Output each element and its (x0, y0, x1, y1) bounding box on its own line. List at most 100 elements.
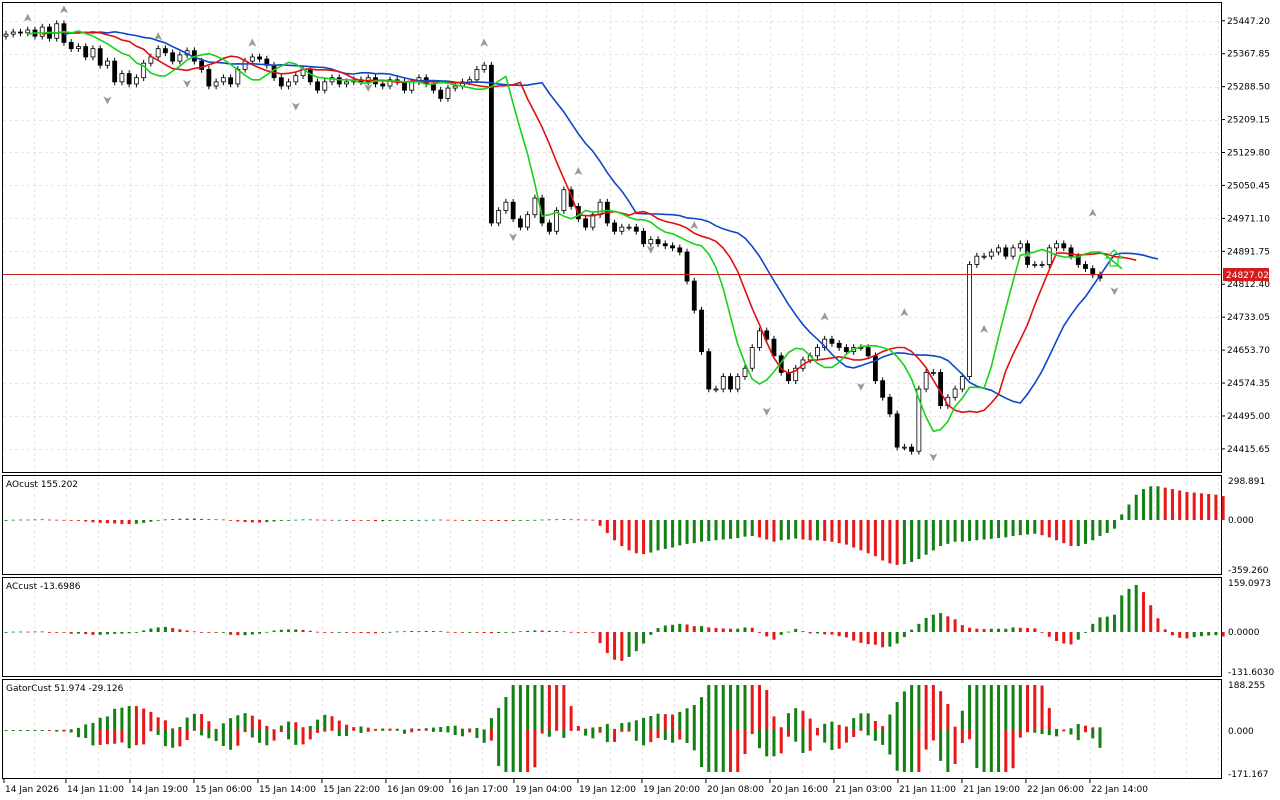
candle-body (76, 46, 81, 50)
gator-upper-bar (446, 726, 450, 730)
ao-bar (765, 520, 769, 540)
gator-upper-bar (316, 719, 320, 730)
ao-bar (685, 520, 689, 544)
ao-panel[interactable] (2, 475, 1222, 575)
ao-bar (1076, 520, 1080, 547)
fractal-up-icon (248, 38, 257, 47)
gator-lower-bar (352, 730, 356, 731)
gator-lower-bar (316, 730, 320, 733)
gator-upper-bar (453, 725, 457, 730)
time-tick-label: 19 Jan 04:00 (515, 785, 572, 795)
candle-body (597, 201, 603, 216)
candle-body (141, 62, 147, 79)
ac-bar (678, 623, 682, 632)
ao-bar (330, 519, 334, 521)
gator-lower-bar (939, 730, 943, 761)
gator-panel[interactable] (2, 679, 1222, 779)
candle-body (1083, 264, 1088, 270)
candle-body (90, 48, 96, 58)
gator-lower-bar (1011, 730, 1015, 769)
ac-bar (265, 631, 269, 633)
candle-body (713, 388, 719, 391)
gator-lower-bar (852, 730, 856, 737)
ac-bar (1018, 627, 1022, 632)
gator-upper-bar (294, 722, 298, 730)
ac-bar (1105, 616, 1109, 632)
gator-upper-bar (489, 718, 493, 730)
gator-lower-bar (873, 730, 877, 741)
ao-bar (453, 519, 457, 521)
ac-bar (69, 632, 73, 634)
ao-bar (1120, 514, 1124, 520)
ao-bar (1185, 491, 1189, 520)
price-tick-label: 24653.70 (1227, 346, 1270, 356)
ac-bar (381, 632, 385, 633)
fractals-layer (23, 5, 1119, 462)
candle-body (1032, 264, 1038, 266)
gator-lower-bar (924, 730, 928, 750)
gator-lower-bar (69, 730, 73, 733)
gator-upper-bar (272, 729, 276, 731)
gator-upper-bar (76, 727, 80, 730)
ao-bar (294, 519, 298, 521)
gator-lower-bar (837, 730, 841, 749)
candle-body (510, 201, 516, 220)
ao-bar (1105, 520, 1109, 534)
ao-bar (859, 520, 863, 551)
ao-bar (1112, 520, 1116, 529)
candle-body (220, 77, 226, 83)
gator-upper-bar (69, 729, 73, 731)
ac-bar (605, 632, 609, 653)
candle-body (199, 60, 205, 70)
gator-upper-bar (982, 685, 986, 730)
gator-upper-bar (830, 721, 834, 730)
gator-upper-bar (1040, 685, 1044, 730)
ac-bar (489, 632, 493, 634)
candle-body (771, 338, 777, 357)
gator-axis-tick: 0.000 (1228, 727, 1254, 737)
ac-panel[interactable] (2, 577, 1222, 677)
ac-bar (931, 614, 935, 632)
ao-bar (613, 520, 617, 541)
ac-bar (1156, 618, 1160, 632)
gator-upper-bar (330, 716, 334, 730)
ac-bar (895, 632, 899, 644)
price-tick-label: 24495.00 (1227, 412, 1270, 422)
ac-bar (98, 632, 102, 635)
gator-lower-bar (511, 730, 515, 772)
ac-bar (1047, 632, 1051, 637)
ac-bar (1055, 632, 1059, 641)
ao-axis-tick: 298.891 (1228, 477, 1265, 487)
gator-upper-bar (482, 729, 486, 731)
ao-bar (192, 518, 196, 520)
candle-body (757, 330, 762, 348)
ao-bar (308, 519, 312, 521)
price-tick-label: 24415.65 (1227, 445, 1270, 455)
ao-bar (105, 520, 109, 524)
gator-lower-bar (605, 730, 609, 743)
ao-indicator-label: AOcust 155.202 (6, 480, 78, 490)
ac-bar (105, 632, 109, 635)
ac-bar (323, 632, 327, 633)
fractal-up-icon (59, 5, 68, 14)
ac-bar (149, 628, 153, 632)
candle-body (561, 189, 567, 211)
main-price-panel[interactable] (2, 2, 1222, 473)
gator-upper-bar (200, 714, 204, 730)
price-tick-label: 25050.45 (1227, 181, 1270, 191)
gator-upper-bar (931, 685, 935, 730)
gator-upper-bar (939, 691, 943, 730)
candle-body (474, 69, 480, 81)
ao-bar (84, 520, 88, 522)
gator-lower-bar (200, 730, 204, 736)
price-tick-label: 25367.85 (1227, 50, 1270, 60)
ac-bar (359, 632, 363, 634)
ao-bar (1207, 494, 1211, 520)
time-tick-label: 20 Jan 08:00 (707, 785, 764, 795)
ao-bar (1011, 520, 1015, 536)
ao-bar (946, 520, 950, 544)
ac-bar (786, 631, 790, 633)
gator-lower-bar (540, 730, 544, 734)
gator-upper-bar (605, 723, 609, 730)
